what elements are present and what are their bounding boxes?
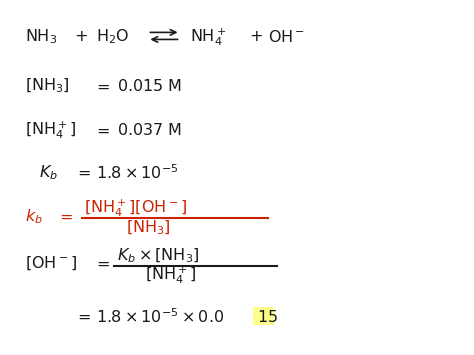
Text: $\mathregular{NH_4^+}$: $\mathregular{NH_4^+}$ xyxy=(190,26,227,48)
Text: $[\mathregular{NH_4^+}]$: $[\mathregular{NH_4^+}]$ xyxy=(25,119,76,141)
Text: $k_b$: $k_b$ xyxy=(25,207,43,225)
Text: $[\mathregular{NH_3}]$: $[\mathregular{NH_3}]$ xyxy=(126,218,171,237)
Text: $=$: $=$ xyxy=(93,78,110,93)
Text: $0.015\ \mathregular{M}$: $0.015\ \mathregular{M}$ xyxy=(117,78,182,94)
Text: $15$: $15$ xyxy=(257,308,278,324)
Text: $[\mathregular{OH^-}]$: $[\mathregular{OH^-}]$ xyxy=(25,255,77,273)
Text: $=$: $=$ xyxy=(93,256,110,271)
Text: $[\mathregular{NH_4^+}]$: $[\mathregular{NH_4^+}]$ xyxy=(145,264,197,286)
Text: $1.8 \times 10^{-5}$: $1.8 \times 10^{-5}$ xyxy=(96,163,178,181)
Text: $=$: $=$ xyxy=(74,165,91,180)
Text: $K_b \times [\mathregular{NH_3}]$: $K_b \times [\mathregular{NH_3}]$ xyxy=(117,246,200,265)
Text: $=$: $=$ xyxy=(55,209,73,224)
Text: $K_b$: $K_b$ xyxy=(39,163,58,181)
Text: $[\mathregular{NH_4^+}][\mathregular{OH^-}]$: $[\mathregular{NH_4^+}][\mathregular{OH^… xyxy=(84,198,187,219)
Text: $+$: $+$ xyxy=(74,29,88,44)
Text: $\mathregular{OH^-}$: $\mathregular{OH^-}$ xyxy=(268,29,305,45)
FancyBboxPatch shape xyxy=(253,307,274,326)
Text: $0.037\ \mathregular{M}$: $0.037\ \mathregular{M}$ xyxy=(117,122,182,138)
Text: $=$: $=$ xyxy=(74,309,91,324)
Text: $+$: $+$ xyxy=(249,29,263,44)
Text: $\mathregular{NH_3}$: $\mathregular{NH_3}$ xyxy=(25,27,57,46)
Text: $=$: $=$ xyxy=(93,122,110,137)
Text: $1.8 \times 10^{-5} \times 0.0$: $1.8 \times 10^{-5} \times 0.0$ xyxy=(96,307,224,326)
Text: $\mathregular{H_2O}$: $\mathregular{H_2O}$ xyxy=(96,27,129,46)
Text: $[\mathregular{NH_3}]$: $[\mathregular{NH_3}]$ xyxy=(25,77,70,95)
